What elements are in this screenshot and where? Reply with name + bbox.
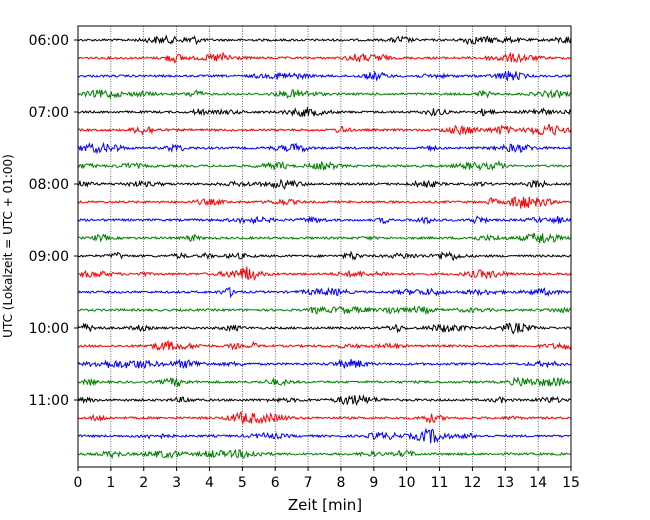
trace-1145 — [77, 448, 572, 460]
x-axis-ticks: 0 1 2 3 4 5 6 7 8 9 10 11 12 13 14 15 — [74, 467, 580, 491]
x-tick-label: 15 — [562, 475, 580, 491]
x-tick-label: 10 — [398, 475, 416, 491]
x-tick-label: 0 — [74, 475, 83, 491]
grid-lines — [110, 26, 539, 467]
x-tick-label: 9 — [369, 475, 378, 491]
x-tick-label: 5 — [238, 475, 247, 491]
trace-0645 — [77, 89, 572, 100]
x-tick-label: 12 — [463, 475, 481, 491]
y-tick-label: 08:00 — [29, 177, 69, 193]
x-tick-label: 14 — [529, 475, 547, 491]
trace-0945 — [77, 305, 572, 316]
x-axis-label: Zeit [min] — [288, 496, 362, 514]
y-axis-label: UTC (Lokalzeit = UTC + 01:00) — [1, 154, 15, 338]
y-tick-label: 06:00 — [29, 33, 69, 49]
trace-1115 — [77, 410, 572, 425]
trace-0630 — [77, 70, 572, 82]
y-axis-ticks: 06:00 07:00 08:00 09:00 10:00 11:00 — [29, 33, 78, 409]
trace-0845 — [77, 232, 572, 244]
x-tick-label: 13 — [496, 475, 514, 491]
y-tick-label: 10:00 — [29, 321, 69, 337]
x-tick-label: 4 — [205, 475, 214, 491]
trace-0830 — [77, 215, 572, 225]
trace-0745 — [77, 159, 572, 172]
trace-1000 — [77, 322, 572, 335]
trace-1015 — [77, 339, 572, 352]
trace-0800 — [77, 178, 572, 190]
trace-0615 — [77, 51, 572, 64]
trace-0900 — [77, 250, 572, 262]
trace-0730 — [77, 141, 572, 155]
x-tick-label: 8 — [336, 475, 345, 491]
y-tick-label: 11:00 — [29, 393, 69, 409]
trace-0915 — [77, 266, 572, 282]
trace-1045 — [77, 376, 572, 387]
trace-0715 — [77, 123, 572, 137]
plot-area-frame — [77, 25, 572, 468]
x-tick-label: 11 — [431, 475, 449, 491]
x-tick-label: 1 — [106, 475, 115, 491]
trace-1030 — [77, 358, 572, 369]
y-tick-label: 07:00 — [29, 105, 69, 121]
y-tick-label: 09:00 — [29, 249, 69, 265]
trace-0600 — [77, 34, 572, 46]
x-tick-label: 6 — [271, 475, 280, 491]
x-tick-label: 3 — [172, 475, 181, 491]
trace-0700 — [77, 107, 572, 118]
x-tick-label: 2 — [139, 475, 148, 491]
trace-0930 — [77, 286, 572, 299]
trace-1100 — [77, 394, 572, 407]
trace-0815 — [77, 196, 572, 209]
seismic-traces — [77, 34, 572, 460]
x-tick-label: 7 — [304, 475, 313, 491]
trace-1130 — [77, 427, 572, 444]
